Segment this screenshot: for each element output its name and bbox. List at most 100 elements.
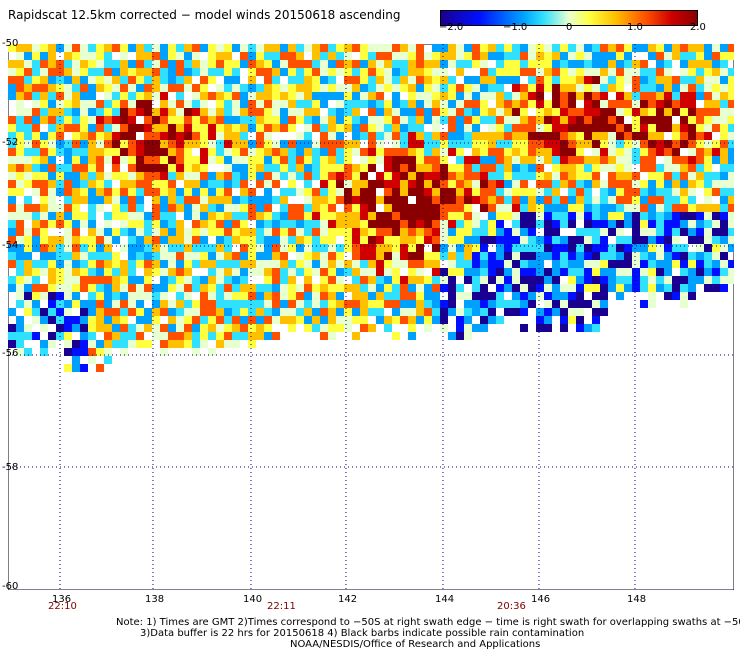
wind-cell bbox=[360, 164, 368, 172]
wind-cell bbox=[112, 268, 120, 276]
wind-cell bbox=[384, 324, 392, 332]
wind-cell bbox=[512, 164, 520, 172]
wind-cell bbox=[344, 44, 352, 52]
wind-cell bbox=[512, 228, 520, 236]
wind-cell bbox=[216, 268, 224, 276]
wind-cell bbox=[336, 164, 344, 172]
wind-cell bbox=[528, 188, 536, 196]
wind-cell bbox=[520, 124, 528, 132]
wind-cell bbox=[632, 180, 640, 188]
wind-cell bbox=[32, 60, 40, 68]
wind-cell bbox=[120, 116, 128, 124]
wind-cell bbox=[688, 276, 696, 284]
wind-cell bbox=[168, 284, 176, 292]
wind-cell bbox=[544, 268, 552, 276]
wind-cell bbox=[488, 220, 496, 228]
wind-cell bbox=[16, 340, 24, 348]
wind-cell bbox=[480, 188, 488, 196]
wind-cell bbox=[536, 260, 544, 268]
wind-cell bbox=[248, 292, 256, 300]
wind-cell bbox=[448, 204, 456, 212]
wind-cell bbox=[488, 140, 496, 148]
wind-cell bbox=[120, 204, 128, 212]
wind-cell bbox=[400, 300, 408, 308]
wind-cell bbox=[288, 324, 296, 332]
wind-cell bbox=[352, 44, 360, 52]
wind-cell bbox=[288, 100, 296, 108]
wind-cell bbox=[200, 132, 208, 140]
wind-cell bbox=[624, 108, 632, 116]
wind-cell bbox=[472, 164, 480, 172]
wind-cell bbox=[632, 148, 640, 156]
wind-cell bbox=[200, 116, 208, 124]
wind-cell bbox=[656, 60, 664, 68]
wind-cell bbox=[176, 284, 184, 292]
wind-cell bbox=[704, 180, 712, 188]
wind-cell bbox=[88, 108, 96, 116]
wind-cell bbox=[592, 172, 600, 180]
wind-cell bbox=[72, 252, 80, 260]
wind-cell bbox=[48, 76, 56, 84]
wind-cell bbox=[576, 268, 584, 276]
wind-cell bbox=[376, 276, 384, 284]
wind-cell bbox=[32, 124, 40, 132]
wind-cell bbox=[152, 212, 160, 220]
wind-cell bbox=[104, 340, 112, 348]
wind-cell bbox=[600, 148, 608, 156]
wind-cell bbox=[408, 68, 416, 76]
wind-cell bbox=[600, 260, 608, 268]
wind-cell bbox=[128, 284, 136, 292]
wind-cell bbox=[384, 60, 392, 68]
wind-cell bbox=[208, 292, 216, 300]
wind-cell bbox=[632, 140, 640, 148]
wind-cell bbox=[216, 324, 224, 332]
wind-cell bbox=[464, 84, 472, 92]
wind-cell bbox=[104, 284, 112, 292]
wind-cell bbox=[88, 124, 96, 132]
wind-cell bbox=[504, 60, 512, 68]
wind-cell bbox=[72, 348, 80, 356]
wind-cell bbox=[536, 244, 544, 252]
wind-cell bbox=[208, 68, 216, 76]
wind-cell bbox=[208, 212, 216, 220]
wind-cell bbox=[568, 300, 576, 308]
wind-cell bbox=[272, 172, 280, 180]
lat-label: -52 bbox=[2, 137, 19, 148]
wind-cell bbox=[24, 260, 32, 268]
wind-cell bbox=[80, 300, 88, 308]
wind-cell bbox=[720, 204, 728, 212]
wind-cell bbox=[528, 44, 536, 52]
wind-cell bbox=[504, 68, 512, 76]
wind-cell bbox=[416, 60, 424, 68]
wind-cells bbox=[8, 44, 734, 372]
wind-cell bbox=[24, 300, 32, 308]
wind-cell bbox=[64, 276, 72, 284]
wind-cell bbox=[296, 100, 304, 108]
wind-cell bbox=[264, 204, 272, 212]
wind-cell bbox=[656, 44, 664, 52]
wind-cell bbox=[256, 252, 264, 260]
wind-cell bbox=[704, 204, 712, 212]
wind-cell bbox=[568, 212, 576, 220]
wind-cell bbox=[240, 156, 248, 164]
wind-cell bbox=[16, 92, 24, 100]
wind-cell bbox=[232, 140, 240, 148]
wind-cell bbox=[208, 204, 216, 212]
wind-cell bbox=[32, 148, 40, 156]
wind-cell bbox=[136, 100, 144, 108]
wind-cell bbox=[480, 196, 488, 204]
wind-cell bbox=[448, 52, 456, 60]
wind-cell bbox=[648, 188, 656, 196]
wind-cell bbox=[656, 132, 664, 140]
wind-cell bbox=[520, 260, 528, 268]
wind-cell bbox=[392, 172, 400, 180]
wind-cell bbox=[96, 268, 104, 276]
wind-cell bbox=[152, 292, 160, 300]
wind-cell bbox=[352, 332, 360, 340]
wind-cell bbox=[688, 108, 696, 116]
wind-cell bbox=[40, 60, 48, 68]
wind-cell bbox=[8, 44, 16, 52]
wind-cell bbox=[352, 284, 360, 292]
wind-cell bbox=[16, 116, 24, 124]
wind-cell bbox=[328, 68, 336, 76]
